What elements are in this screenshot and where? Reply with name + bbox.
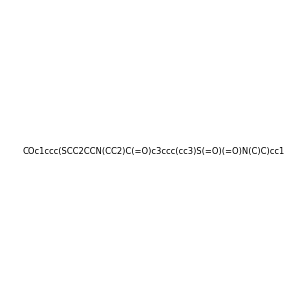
Text: COc1ccc(SCC2CCN(CC2)C(=O)c3ccc(cc3)S(=O)(=O)N(C)C)cc1: COc1ccc(SCC2CCN(CC2)C(=O)c3ccc(cc3)S(=O)… — [22, 147, 285, 156]
